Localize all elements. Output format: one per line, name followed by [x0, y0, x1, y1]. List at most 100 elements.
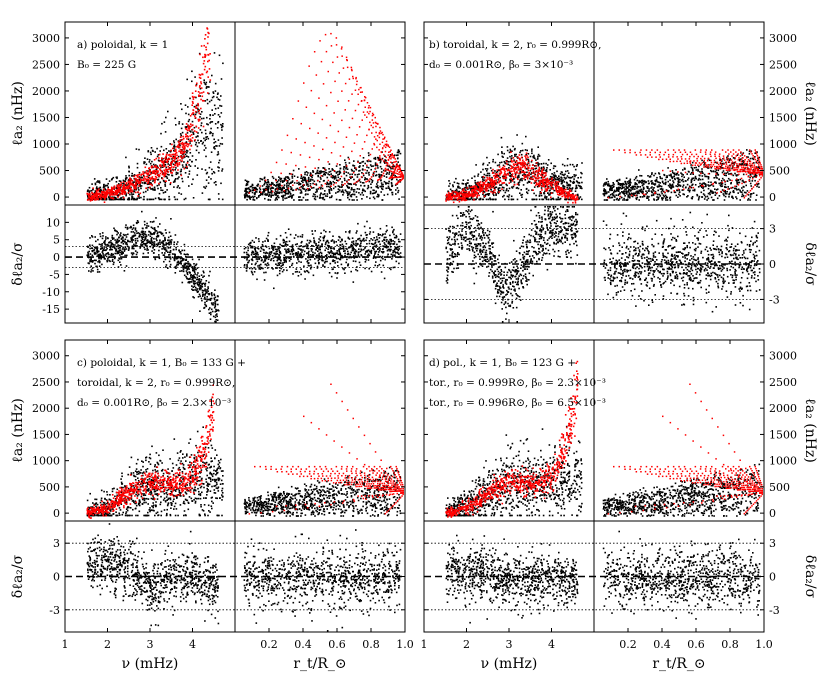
residual-point — [124, 254, 126, 257]
obs-point — [353, 190, 355, 193]
obs-point — [352, 189, 355, 191]
obs-point — [350, 188, 353, 191]
residual-point — [333, 260, 336, 262]
residual-point — [89, 259, 91, 261]
residual-point — [194, 268, 196, 270]
residual-point — [118, 244, 121, 247]
residual-point — [193, 276, 196, 278]
residual-point — [214, 310, 217, 313]
residual-point — [289, 233, 292, 236]
obs-point — [177, 155, 180, 158]
obs-point — [372, 192, 374, 195]
obs-point — [331, 195, 333, 197]
residual-point — [360, 234, 362, 237]
obs-point — [391, 184, 394, 187]
obs-point — [298, 188, 300, 191]
obs-point — [100, 189, 103, 192]
obs-point — [166, 173, 169, 176]
obs-point — [319, 172, 321, 175]
obs-point — [139, 185, 141, 187]
residual-point — [358, 248, 360, 250]
obs-point — [145, 163, 148, 166]
obs-point — [289, 192, 292, 195]
residual-point — [121, 253, 123, 256]
obs-point — [151, 198, 153, 201]
residual-point — [332, 260, 335, 263]
obs-point — [217, 166, 219, 168]
model-point — [178, 142, 181, 145]
obs-point — [342, 168, 345, 170]
residual-point — [105, 246, 107, 248]
model-point — [184, 150, 186, 153]
residual-point — [188, 281, 191, 284]
residual-point — [246, 253, 248, 256]
y-tick-label: 0 — [53, 251, 60, 264]
residual-point — [216, 315, 218, 318]
residual-point — [161, 252, 163, 254]
obs-point — [303, 176, 305, 178]
model-point — [395, 166, 397, 168]
residual-point — [102, 248, 105, 251]
obs-point — [119, 180, 122, 183]
obs-point — [158, 160, 160, 162]
residual-point — [103, 247, 105, 249]
obs-point — [373, 189, 375, 192]
residual-point — [288, 250, 291, 253]
residual-point — [375, 244, 378, 246]
obs-point — [173, 145, 175, 148]
residual-point — [372, 257, 375, 259]
model-point — [182, 151, 184, 154]
residual-point — [214, 303, 217, 306]
obs-point — [355, 184, 357, 186]
residual-point — [284, 259, 286, 262]
residual-point — [117, 252, 120, 254]
obs-point — [507, 190, 510, 192]
model-point — [107, 189, 109, 191]
obs-point — [217, 121, 219, 124]
obs-point — [566, 158, 569, 160]
obs-point — [208, 166, 211, 169]
obs-point — [186, 132, 189, 134]
residual-point — [369, 251, 372, 253]
residual-point — [247, 243, 250, 246]
obs-point — [181, 177, 183, 180]
model-point — [199, 119, 201, 121]
obs-point — [192, 132, 195, 134]
residual-point — [183, 267, 186, 269]
residual-point — [173, 258, 176, 261]
residual-point — [379, 255, 381, 258]
residual-point — [171, 253, 174, 255]
residual-point — [193, 265, 196, 268]
residual-point — [131, 253, 134, 256]
obs-point — [371, 181, 373, 184]
residual-point — [164, 258, 167, 261]
residual-point — [270, 259, 272, 262]
obs-point — [215, 145, 217, 147]
obs-point — [292, 169, 295, 172]
model-point — [111, 190, 113, 192]
obs-point — [251, 191, 254, 194]
obs-point — [148, 198, 151, 201]
residual-point — [371, 239, 374, 241]
obs-point — [367, 160, 369, 163]
residual-point — [216, 295, 219, 297]
residual-point — [297, 247, 300, 250]
model-point — [383, 160, 385, 162]
obs-point — [158, 197, 160, 200]
residual-point — [297, 251, 299, 253]
obs-point — [299, 192, 302, 194]
residual-point — [125, 265, 128, 267]
model-point — [342, 146, 345, 148]
residual-point — [257, 248, 260, 250]
residual-point — [330, 240, 333, 242]
model-point — [195, 107, 198, 109]
obs-point — [105, 178, 108, 180]
residual-point — [274, 255, 277, 257]
residual-point — [272, 257, 275, 259]
obs-point — [250, 196, 252, 198]
model-point — [149, 183, 152, 186]
residual-point — [135, 244, 137, 246]
obs-point — [377, 187, 379, 189]
obs-point — [279, 184, 281, 187]
obs-point — [185, 141, 188, 143]
